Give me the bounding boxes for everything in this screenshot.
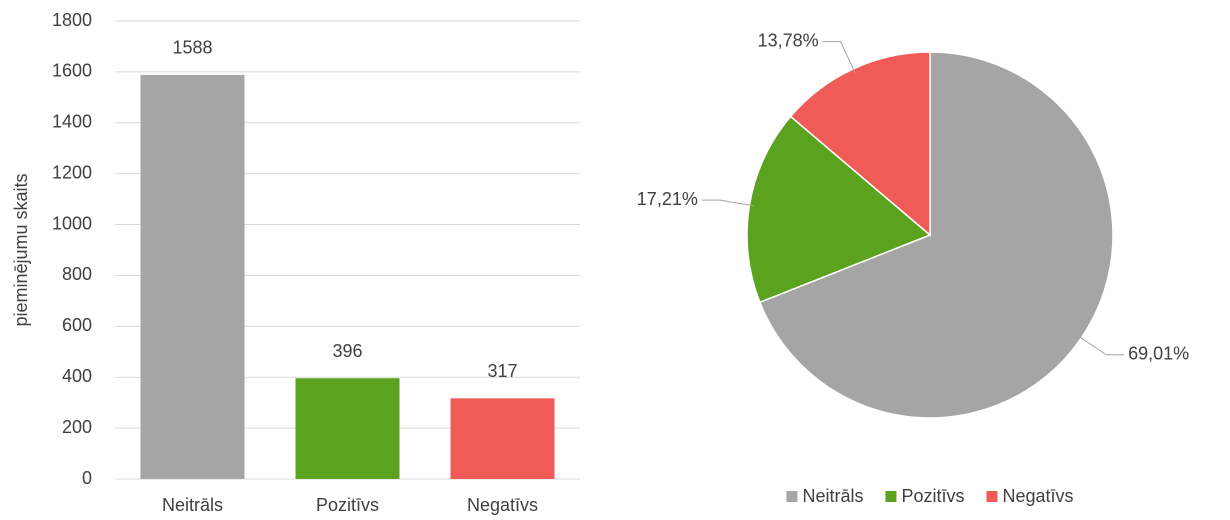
y-tick-label: 600 [62, 315, 92, 335]
data-label: 1588 [172, 38, 212, 58]
legend-label: Neitrāls [802, 486, 863, 506]
legend-swatch [885, 491, 897, 502]
y-axis-label: pieminējumu skaits [11, 173, 31, 326]
bar [140, 74, 245, 479]
y-tick-label: 1800 [52, 10, 92, 30]
legend-swatch [986, 491, 998, 502]
legend-label: Pozitīvs [901, 486, 964, 506]
leader-line [1077, 335, 1125, 356]
y-tick-label: 1600 [52, 61, 92, 81]
y-tick-label: 0 [82, 468, 92, 488]
leader-line [822, 41, 856, 73]
data-label: 13,78% [758, 30, 819, 50]
y-tick-label: 200 [62, 417, 92, 437]
y-tick-label: 1200 [52, 162, 92, 182]
y-tick-label: 1400 [52, 112, 92, 132]
bar [450, 398, 555, 479]
y-tick-label: 800 [62, 264, 92, 284]
data-label: 69,01% [1128, 344, 1189, 364]
data-label: 396 [332, 341, 362, 361]
y-tick-label: 400 [62, 366, 92, 386]
x-tick-label: Pozitīvs [316, 495, 379, 515]
y-tick-label: 1000 [52, 213, 92, 233]
legend-swatch [786, 491, 798, 502]
leader-line [701, 199, 754, 207]
legend-label: Negatīvs [1003, 486, 1074, 506]
x-tick-label: Neitrāls [162, 495, 223, 515]
x-tick-label: Negatīvs [467, 495, 538, 515]
data-label: 317 [487, 361, 517, 381]
data-label: 17,21% [637, 189, 698, 209]
bar [295, 378, 400, 479]
